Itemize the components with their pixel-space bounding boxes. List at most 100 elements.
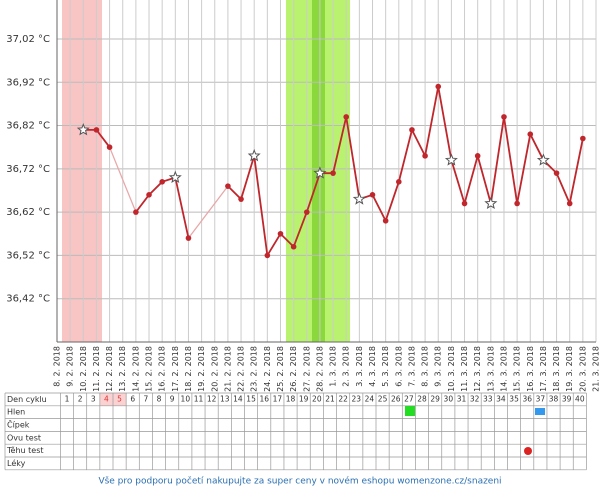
point [422, 153, 428, 159]
cycle-day: 29 [430, 394, 440, 403]
cycle-day: 5 [117, 394, 122, 403]
x-tick-label: 16. 2. 2018 [158, 346, 167, 392]
y-tick-label: 36,52 °C [6, 250, 50, 261]
x-tick-label: 21. 3. 2018 [592, 346, 600, 392]
y-tick-label: 36,62 °C [6, 207, 50, 218]
footer-link[interactable]: Vše pro podporu početí nakupujte za supe… [98, 476, 501, 487]
point [330, 170, 336, 176]
point [474, 153, 481, 159]
x-tick-label: 1. 3. 2018 [329, 346, 338, 387]
x-tick-label: 18. 3. 2018 [552, 346, 561, 392]
star-point [247, 148, 261, 162]
x-tick-label: 16. 3. 2018 [526, 346, 535, 392]
x-tick-label: 10. 3. 2018 [447, 346, 456, 392]
cycle-day: 25 [378, 394, 388, 403]
x-tick-label: 14. 2. 2018 [131, 346, 140, 392]
cycle-day: 15 [246, 394, 256, 403]
row-label: Hlen [7, 408, 25, 417]
point [159, 179, 165, 185]
cycle-day: 37 [536, 394, 546, 403]
cycle-day: 19 [299, 394, 309, 403]
row-label: Čípek [7, 419, 30, 430]
cycle-day: 22 [338, 394, 348, 403]
point [106, 144, 113, 150]
x-tick-label: 20. 2. 2018 [210, 346, 219, 392]
point [185, 235, 192, 241]
y-tick-label: 36,92 °C [6, 77, 50, 88]
period-cell [113, 393, 127, 406]
x-tick-label: 12. 2. 2018 [105, 346, 114, 392]
x-tick-label: 8. 3. 2018 [421, 346, 430, 387]
period-cell [99, 393, 113, 406]
x-tick-label: 11. 3. 2018 [460, 346, 469, 392]
x-tick-label: 22. 2. 2018 [237, 346, 246, 392]
y-tick-label: 36,42 °C [6, 294, 50, 305]
cycle-day: 6 [130, 394, 135, 403]
cycle-day: 27 [404, 394, 414, 403]
cycle-day: 39 [562, 394, 572, 403]
point [133, 209, 139, 215]
mucus-mark [405, 406, 415, 416]
cycle-day: 7 [143, 394, 148, 403]
x-tick-label: 8. 2. 2018 [53, 346, 62, 387]
point [527, 131, 534, 138]
point [553, 170, 560, 176]
x-tick-label: 9. 3. 2018 [434, 346, 443, 387]
cycle-day: 3 [91, 394, 96, 403]
x-tick-label: 27. 2. 2018 [302, 346, 311, 392]
star-point [444, 153, 458, 166]
cycle-day: 23 [352, 394, 362, 403]
cycle-day: 9 [170, 394, 175, 403]
x-tick-label: 28. 2. 2018 [315, 346, 324, 392]
row-label: Den cyklu [7, 395, 47, 404]
cycle-day: 20 [312, 394, 322, 403]
star-point [484, 196, 498, 209]
point [461, 200, 468, 207]
point [290, 243, 297, 250]
cycle-day: 36 [522, 394, 532, 403]
star-point [313, 166, 327, 179]
temperature-line [227, 86, 584, 259]
x-tick-label: 15. 2. 2018 [145, 346, 154, 392]
point [396, 179, 402, 185]
cycle-day: 38 [549, 394, 559, 403]
row-label: Léky [7, 458, 26, 468]
point [580, 135, 586, 142]
point [277, 230, 284, 237]
cervix-mark [535, 408, 545, 415]
cycle-day: 33 [483, 394, 493, 403]
point [146, 192, 152, 198]
point [409, 127, 415, 133]
x-tick-label: 2. 3. 2018 [342, 346, 351, 387]
point [566, 200, 573, 207]
point [369, 192, 376, 198]
cycle-day: 21 [325, 394, 335, 403]
star-point [168, 170, 182, 183]
cycle-day: 31 [457, 394, 467, 403]
cycle-day: 12 [207, 394, 217, 403]
point [343, 114, 350, 120]
point [238, 196, 244, 202]
cycle-day: 30 [444, 394, 454, 403]
y-tick-label: 36,82 °C [6, 121, 50, 132]
x-tick-label: 17. 3. 2018 [539, 346, 548, 392]
x-tick-label: 4. 3. 2018 [368, 346, 377, 387]
cycle-day: 4 [104, 394, 109, 403]
x-tick-label: 5. 3. 2018 [381, 346, 390, 387]
cycle-day: 26 [391, 394, 401, 403]
cycle-day: 16 [259, 394, 269, 403]
star-point [76, 123, 90, 136]
point [382, 217, 389, 224]
x-tick-label: 19. 3. 2018 [565, 346, 574, 392]
cycle-day: 10 [181, 394, 191, 403]
point [514, 200, 520, 207]
cycle-day: 24 [365, 394, 375, 403]
x-tick-label: 9. 2. 2018 [66, 346, 75, 387]
y-tick-label: 37,02 °C [6, 34, 50, 45]
x-tick-label: 10. 2. 2018 [79, 346, 88, 392]
x-tick-label: 3. 3. 2018 [355, 346, 364, 387]
pregnancy-test-mark [524, 447, 532, 455]
cycle-day: 32 [470, 394, 480, 403]
cycle-day: 2 [78, 394, 83, 403]
point [225, 183, 231, 189]
